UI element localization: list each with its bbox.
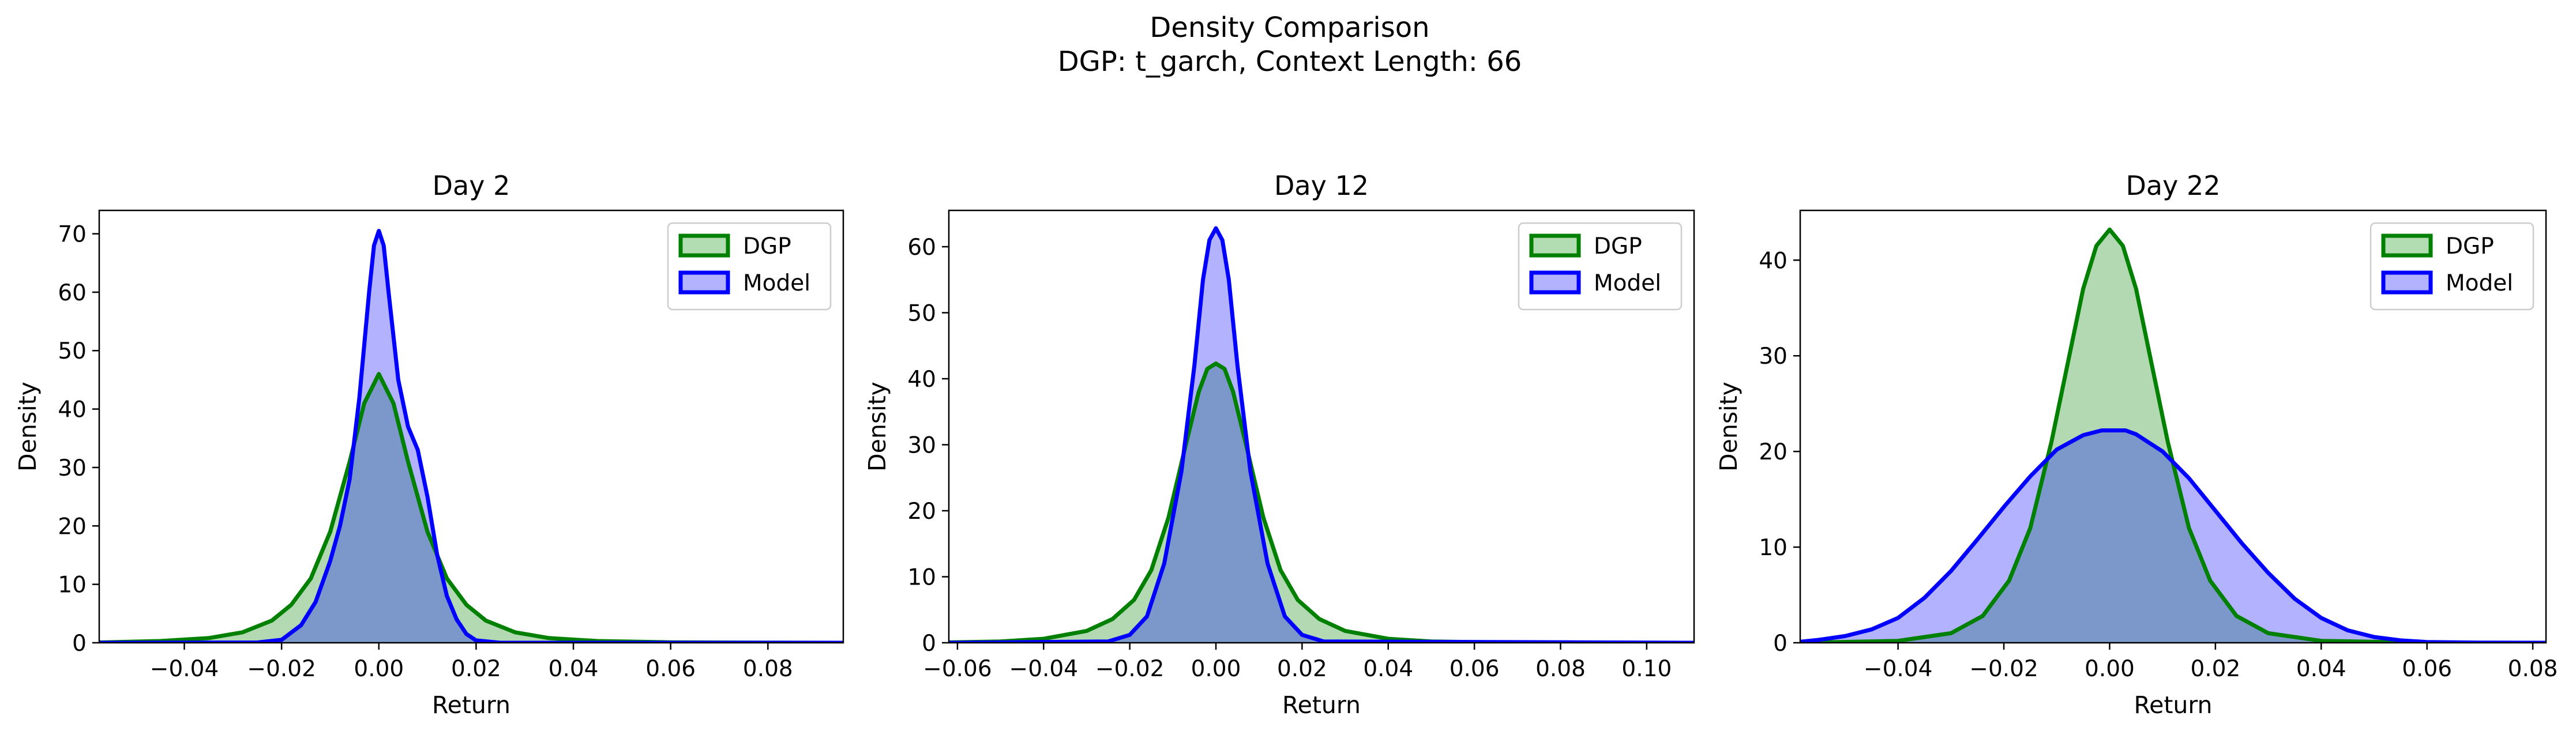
- y-tick-label: 10: [1759, 535, 1788, 561]
- figure-title-line2: DGP: t_garch, Context Length: 66: [1058, 46, 1522, 78]
- x-tick-label: 0.06: [1450, 656, 1500, 682]
- y-axis-label: Density: [1715, 382, 1743, 472]
- x-tick-label: 0.10: [1621, 656, 1672, 682]
- x-tick-label: 0.04: [1363, 656, 1413, 682]
- x-tick-label: 0.00: [354, 656, 404, 682]
- x-tick-label: −0.04: [1864, 656, 1933, 682]
- y-tick-label: 10: [58, 572, 87, 598]
- y-tick-label: 50: [58, 338, 87, 364]
- y-tick-label: 40: [1759, 248, 1788, 274]
- model-density-line: [1800, 428, 2546, 643]
- y-tick-label: 20: [907, 499, 936, 525]
- y-axis-label: Density: [14, 382, 42, 472]
- legend: DGP Model: [667, 222, 832, 311]
- y-tick-label: 30: [907, 432, 936, 458]
- y-tick-label: 50: [907, 300, 936, 326]
- x-tick-label: 0.00: [2085, 656, 2135, 682]
- dgp-density-line: [1800, 227, 2546, 643]
- axes-frame: [98, 209, 844, 644]
- dgp-legend-label: DGP: [2446, 233, 2494, 259]
- y-tick-label: 30: [1759, 344, 1788, 370]
- plot-area: [99, 229, 843, 643]
- x-tick-label: −0.04: [1009, 656, 1079, 682]
- dgp-legend-swatch: [2381, 233, 2433, 258]
- subplot-title: Day 12: [1274, 170, 1369, 201]
- model-density-line: [99, 229, 843, 643]
- subplot-title: Day 22: [2126, 170, 2221, 201]
- model-legend-swatch: [1529, 270, 1581, 295]
- x-tick-label: 0.08: [2508, 656, 2558, 682]
- x-tick-label: 0.04: [2296, 656, 2346, 682]
- subplot-grid: −0.04 −0.02 0.00 0.02 0.04 0.06 0.08 0 10 20 30 40 5…: [14, 170, 2558, 719]
- model-legend-label: Model: [2446, 270, 2513, 296]
- subplot-1: −0.04 −0.02 0.00 0.02 0.04 0.06 0.08 0 10 20 30 40 5…: [14, 170, 844, 719]
- dgp-legend-label: DGP: [743, 233, 791, 259]
- x-tick-label: 0.06: [2402, 656, 2452, 682]
- model-density-fill: [1800, 430, 2546, 643]
- x-axis-label: Return: [2134, 691, 2212, 719]
- model-legend-label: Model: [1594, 270, 1661, 296]
- subplot-2: −0.06 −0.04 −0.02 0.00 0.02 0.04 0.06 0.08 0.10 0…: [863, 170, 1695, 719]
- x-tick-label: 0.00: [1191, 656, 1241, 682]
- x-tick-label: −0.06: [923, 656, 992, 682]
- x-tick-label: 0.02: [2190, 656, 2240, 682]
- subplot-3: −0.04 −0.02 0.00 0.02 0.04 0.06 0.08 0 10 20 30 40 D…: [1715, 170, 2558, 719]
- axes-frame: [1799, 209, 2547, 644]
- y-tick-label: 20: [58, 514, 87, 540]
- x-tick-label: −0.04: [150, 656, 219, 682]
- dgp-legend-swatch: [678, 233, 730, 258]
- x-tick-label: 0.08: [1535, 656, 1586, 682]
- x-axis-label: Return: [1282, 691, 1361, 719]
- y-tick-label: 0: [1773, 631, 1788, 657]
- model-legend-label: Model: [743, 270, 810, 296]
- y-tick-label: 70: [58, 222, 87, 248]
- model-legend-swatch: [2381, 270, 2433, 295]
- x-tick-label: 0.02: [451, 656, 501, 682]
- x-tick-label: 0.06: [645, 656, 696, 682]
- figure-title-line1: Density Comparison: [1150, 12, 1429, 44]
- plot-area: [949, 226, 1694, 643]
- dgp-density-fill: [949, 363, 1694, 643]
- model-density-line: [949, 226, 1694, 643]
- x-tick-label: 0.08: [743, 656, 793, 682]
- y-tick-label: 60: [907, 235, 936, 261]
- x-tick-label: −0.02: [247, 656, 316, 682]
- x-tick-label: 0.02: [1277, 656, 1327, 682]
- y-tick-label: 40: [58, 397, 87, 423]
- subplot-title: Day 2: [433, 170, 510, 201]
- x-tick-label: 0.04: [549, 656, 599, 682]
- y-tick-label: 60: [58, 280, 87, 306]
- dgp-legend-label: DGP: [1594, 233, 1642, 259]
- x-axis-label: Return: [432, 691, 510, 719]
- dgp-density-line: [949, 361, 1694, 643]
- y-tick-label: 30: [58, 455, 87, 481]
- x-tick-label: −0.02: [1095, 656, 1165, 682]
- dgp-legend-swatch: [1529, 233, 1581, 258]
- y-tick-label: 0: [922, 631, 936, 657]
- axes-frame: [948, 209, 1695, 644]
- y-tick-label: 10: [907, 564, 936, 590]
- dgp-density-line: [99, 372, 843, 643]
- y-tick-label: 0: [72, 631, 87, 657]
- plot-area: [1800, 227, 2546, 643]
- y-tick-label: 40: [907, 367, 936, 393]
- legend: DGP Model: [2370, 222, 2534, 311]
- y-tick-label: 20: [1759, 439, 1788, 465]
- x-tick-label: −0.02: [1969, 656, 2038, 682]
- y-axis-label: Density: [863, 382, 891, 472]
- dgp-density-fill: [99, 374, 843, 643]
- legend: DGP Model: [1518, 222, 1683, 311]
- dgp-density-fill: [1800, 229, 2546, 643]
- model-legend-swatch: [678, 270, 730, 295]
